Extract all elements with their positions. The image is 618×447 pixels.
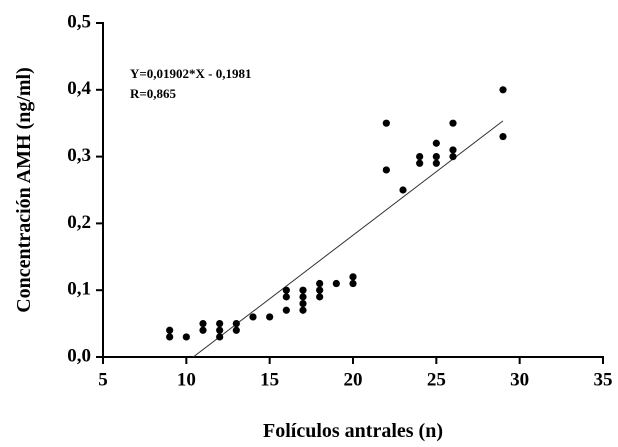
data-point (399, 186, 407, 194)
y-tick-label: 0,4 (67, 78, 91, 99)
x-tick-label: 20 (344, 369, 363, 390)
data-point (416, 159, 424, 167)
data-point (449, 146, 457, 154)
x-axis-title: Folículos antrales (n) (263, 420, 443, 442)
data-point (349, 273, 357, 281)
data-point (499, 132, 507, 141)
data-point (216, 326, 224, 334)
x-tick-label: 30 (510, 369, 529, 390)
x-tick-label: 5 (98, 369, 108, 390)
data-point (182, 333, 190, 341)
data-point (349, 279, 357, 288)
y-tick-label: 0,1 (67, 279, 91, 300)
data-point (299, 299, 307, 308)
data-point (382, 119, 390, 127)
data-point (199, 326, 207, 334)
y-tick-label: 0,2 (67, 212, 91, 233)
data-point (199, 320, 207, 328)
y-axis-title: Concentración AMH (ng/ml) (13, 67, 35, 313)
data-point (249, 313, 257, 321)
trendline (192, 120, 504, 357)
data-point (299, 286, 307, 294)
data-point (499, 86, 507, 94)
data-point (232, 320, 240, 328)
y-tick-label: 0,0 (67, 345, 91, 366)
data-point (216, 333, 224, 341)
data-point (216, 320, 224, 328)
data-point (316, 286, 324, 294)
y-tick-label: 0,3 (67, 145, 91, 166)
x-tick-label: 10 (177, 369, 196, 390)
data-point (282, 293, 290, 301)
y-tick-label: 0,5 (67, 11, 91, 32)
data-point (449, 119, 457, 127)
data-point (316, 293, 324, 301)
data-point (416, 153, 424, 161)
data-point (282, 286, 290, 294)
data-point (266, 313, 274, 321)
data-point (166, 326, 174, 334)
x-tick-label: 15 (260, 369, 279, 390)
r-value: R=0,865 (130, 86, 177, 101)
data-point (432, 159, 440, 167)
data-point (232, 326, 240, 334)
data-point (299, 293, 307, 301)
data-point (382, 166, 390, 174)
equation: Y=0,01902*X - 0,1981 (130, 66, 252, 81)
data-point (332, 279, 340, 288)
data-point (449, 153, 457, 161)
data-point (432, 153, 440, 161)
data-point (299, 306, 307, 314)
x-tick-label: 25 (427, 369, 446, 390)
data-point (166, 333, 174, 341)
data-point (282, 306, 290, 314)
data-point (316, 279, 324, 288)
data-point (432, 139, 440, 147)
x-tick-label: 35 (594, 369, 613, 390)
